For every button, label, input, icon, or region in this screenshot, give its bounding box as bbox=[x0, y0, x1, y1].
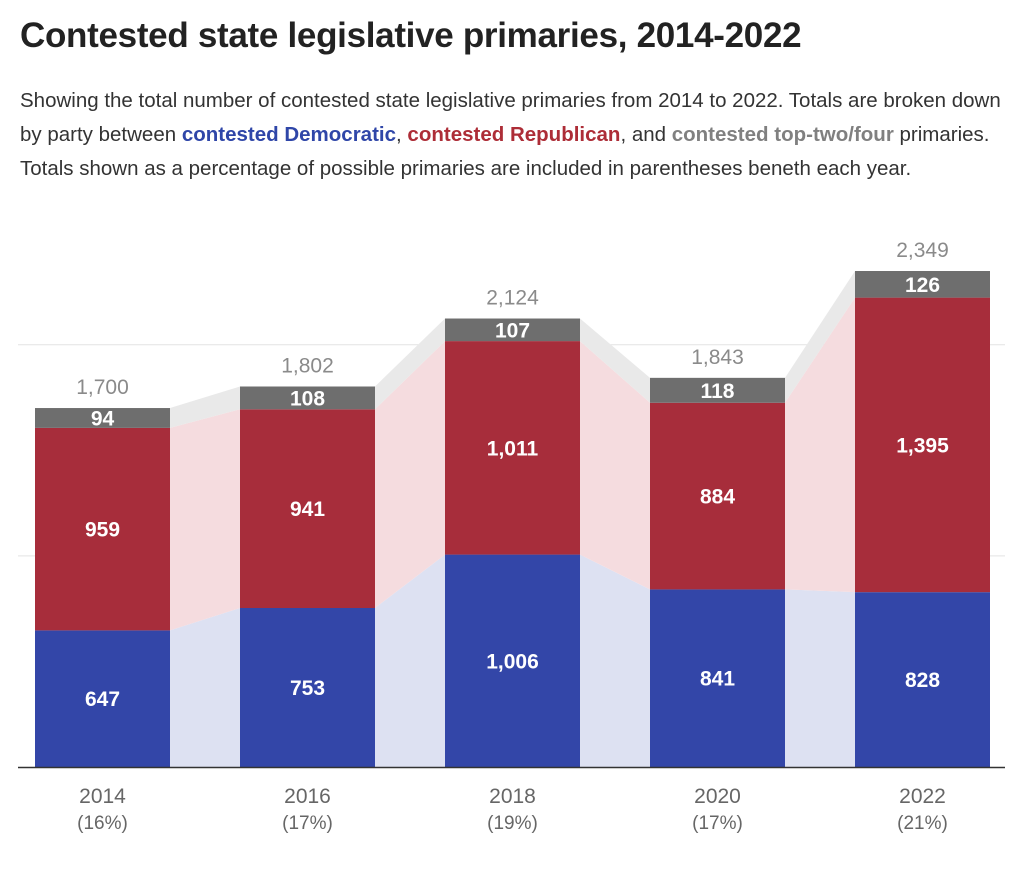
total-label: 2,124 bbox=[486, 287, 539, 310]
band-toptwo bbox=[375, 318, 445, 410]
bar-democratic bbox=[855, 592, 990, 767]
bar-republican bbox=[855, 297, 990, 593]
band-democratic bbox=[375, 554, 445, 767]
connector-bands bbox=[170, 271, 855, 767]
bar-value-label: 959 bbox=[85, 519, 120, 542]
band-democratic bbox=[785, 589, 855, 767]
band-toptwo bbox=[785, 271, 855, 403]
bar-democratic bbox=[650, 589, 785, 767]
bar-republican bbox=[445, 341, 580, 555]
bar-republican bbox=[650, 402, 785, 590]
bar-value-label: 108 bbox=[290, 387, 325, 410]
chart-description: Showing the total number of contested st… bbox=[20, 84, 1005, 186]
x-tick-label: 2022 bbox=[899, 785, 946, 808]
bar-toptwo bbox=[240, 386, 375, 410]
total-label: 2,349 bbox=[896, 239, 949, 262]
bar-value-label: 828 bbox=[905, 669, 940, 692]
bar-value-label: 647 bbox=[85, 688, 120, 711]
bar-value-label: 841 bbox=[700, 668, 735, 691]
bar-democratic bbox=[35, 630, 170, 767]
bar-value-label: 753 bbox=[290, 677, 325, 700]
bar-value-label: 1,395 bbox=[896, 434, 949, 457]
description-text-4: primaries. Totals shown as a percentage … bbox=[20, 123, 990, 180]
bar-democratic bbox=[445, 554, 580, 767]
bar-value-label: 126 bbox=[905, 274, 940, 297]
bar-value-label: 884 bbox=[700, 486, 735, 509]
description-text-2: , bbox=[396, 123, 408, 146]
x-tick-label: 2020 bbox=[694, 785, 741, 808]
x-tick-percent: (21%) bbox=[897, 813, 948, 834]
total-label: 1,843 bbox=[691, 346, 744, 369]
total-label: 1,802 bbox=[281, 355, 334, 378]
bar-toptwo bbox=[650, 377, 785, 403]
bar-toptwo bbox=[35, 408, 170, 428]
description-text-3: , and bbox=[620, 123, 672, 146]
band-republican bbox=[170, 409, 240, 631]
legend-republican: contested Republican bbox=[407, 123, 621, 146]
chart-title: Contested state legislative primaries, 2… bbox=[20, 16, 802, 55]
total-label: 1,700 bbox=[76, 376, 129, 399]
x-tick-percent: (17%) bbox=[692, 813, 743, 834]
x-tick-percent: (16%) bbox=[77, 813, 128, 834]
bar-republican bbox=[35, 427, 170, 631]
x-axis: 2014 (16%) 2016 (17%) 2018 (19%) 2020 (17%) 2022… bbox=[77, 785, 948, 834]
band-toptwo bbox=[170, 386, 240, 428]
band-republican bbox=[580, 341, 650, 590]
bar-toptwo bbox=[445, 318, 580, 342]
bars: 647 959 94 1,700 753 941 108 1,802 1,006 1,011 107… bbox=[35, 239, 990, 767]
bar-toptwo bbox=[855, 271, 990, 298]
bar-value-label: 941 bbox=[290, 498, 325, 521]
band-democratic bbox=[170, 608, 240, 767]
band-republican bbox=[375, 341, 445, 609]
description-text-1: Showing the total number of contested st… bbox=[20, 89, 1001, 146]
x-tick-label: 2018 bbox=[489, 785, 536, 808]
bar-value-label: 118 bbox=[701, 380, 735, 403]
legend-top-two-four: contested top-two/four bbox=[671, 123, 894, 146]
band-toptwo bbox=[580, 318, 650, 403]
bar-value-label: 1,006 bbox=[486, 650, 539, 673]
x-tick-percent: (19%) bbox=[487, 813, 538, 834]
x-tick-label: 2016 bbox=[284, 785, 331, 808]
bar-value-label: 107 bbox=[495, 319, 530, 342]
bar-value-label: 94 bbox=[91, 407, 115, 430]
x-tick-percent: (17%) bbox=[282, 813, 333, 834]
legend-democratic: contested Democratic bbox=[181, 123, 397, 146]
bar-value-label: 1,011 bbox=[487, 437, 539, 460]
band-republican bbox=[785, 297, 855, 593]
bar-republican bbox=[240, 409, 375, 609]
bar-democratic bbox=[240, 608, 375, 767]
band-democratic bbox=[580, 554, 650, 767]
x-tick-label: 2014 bbox=[79, 785, 126, 808]
